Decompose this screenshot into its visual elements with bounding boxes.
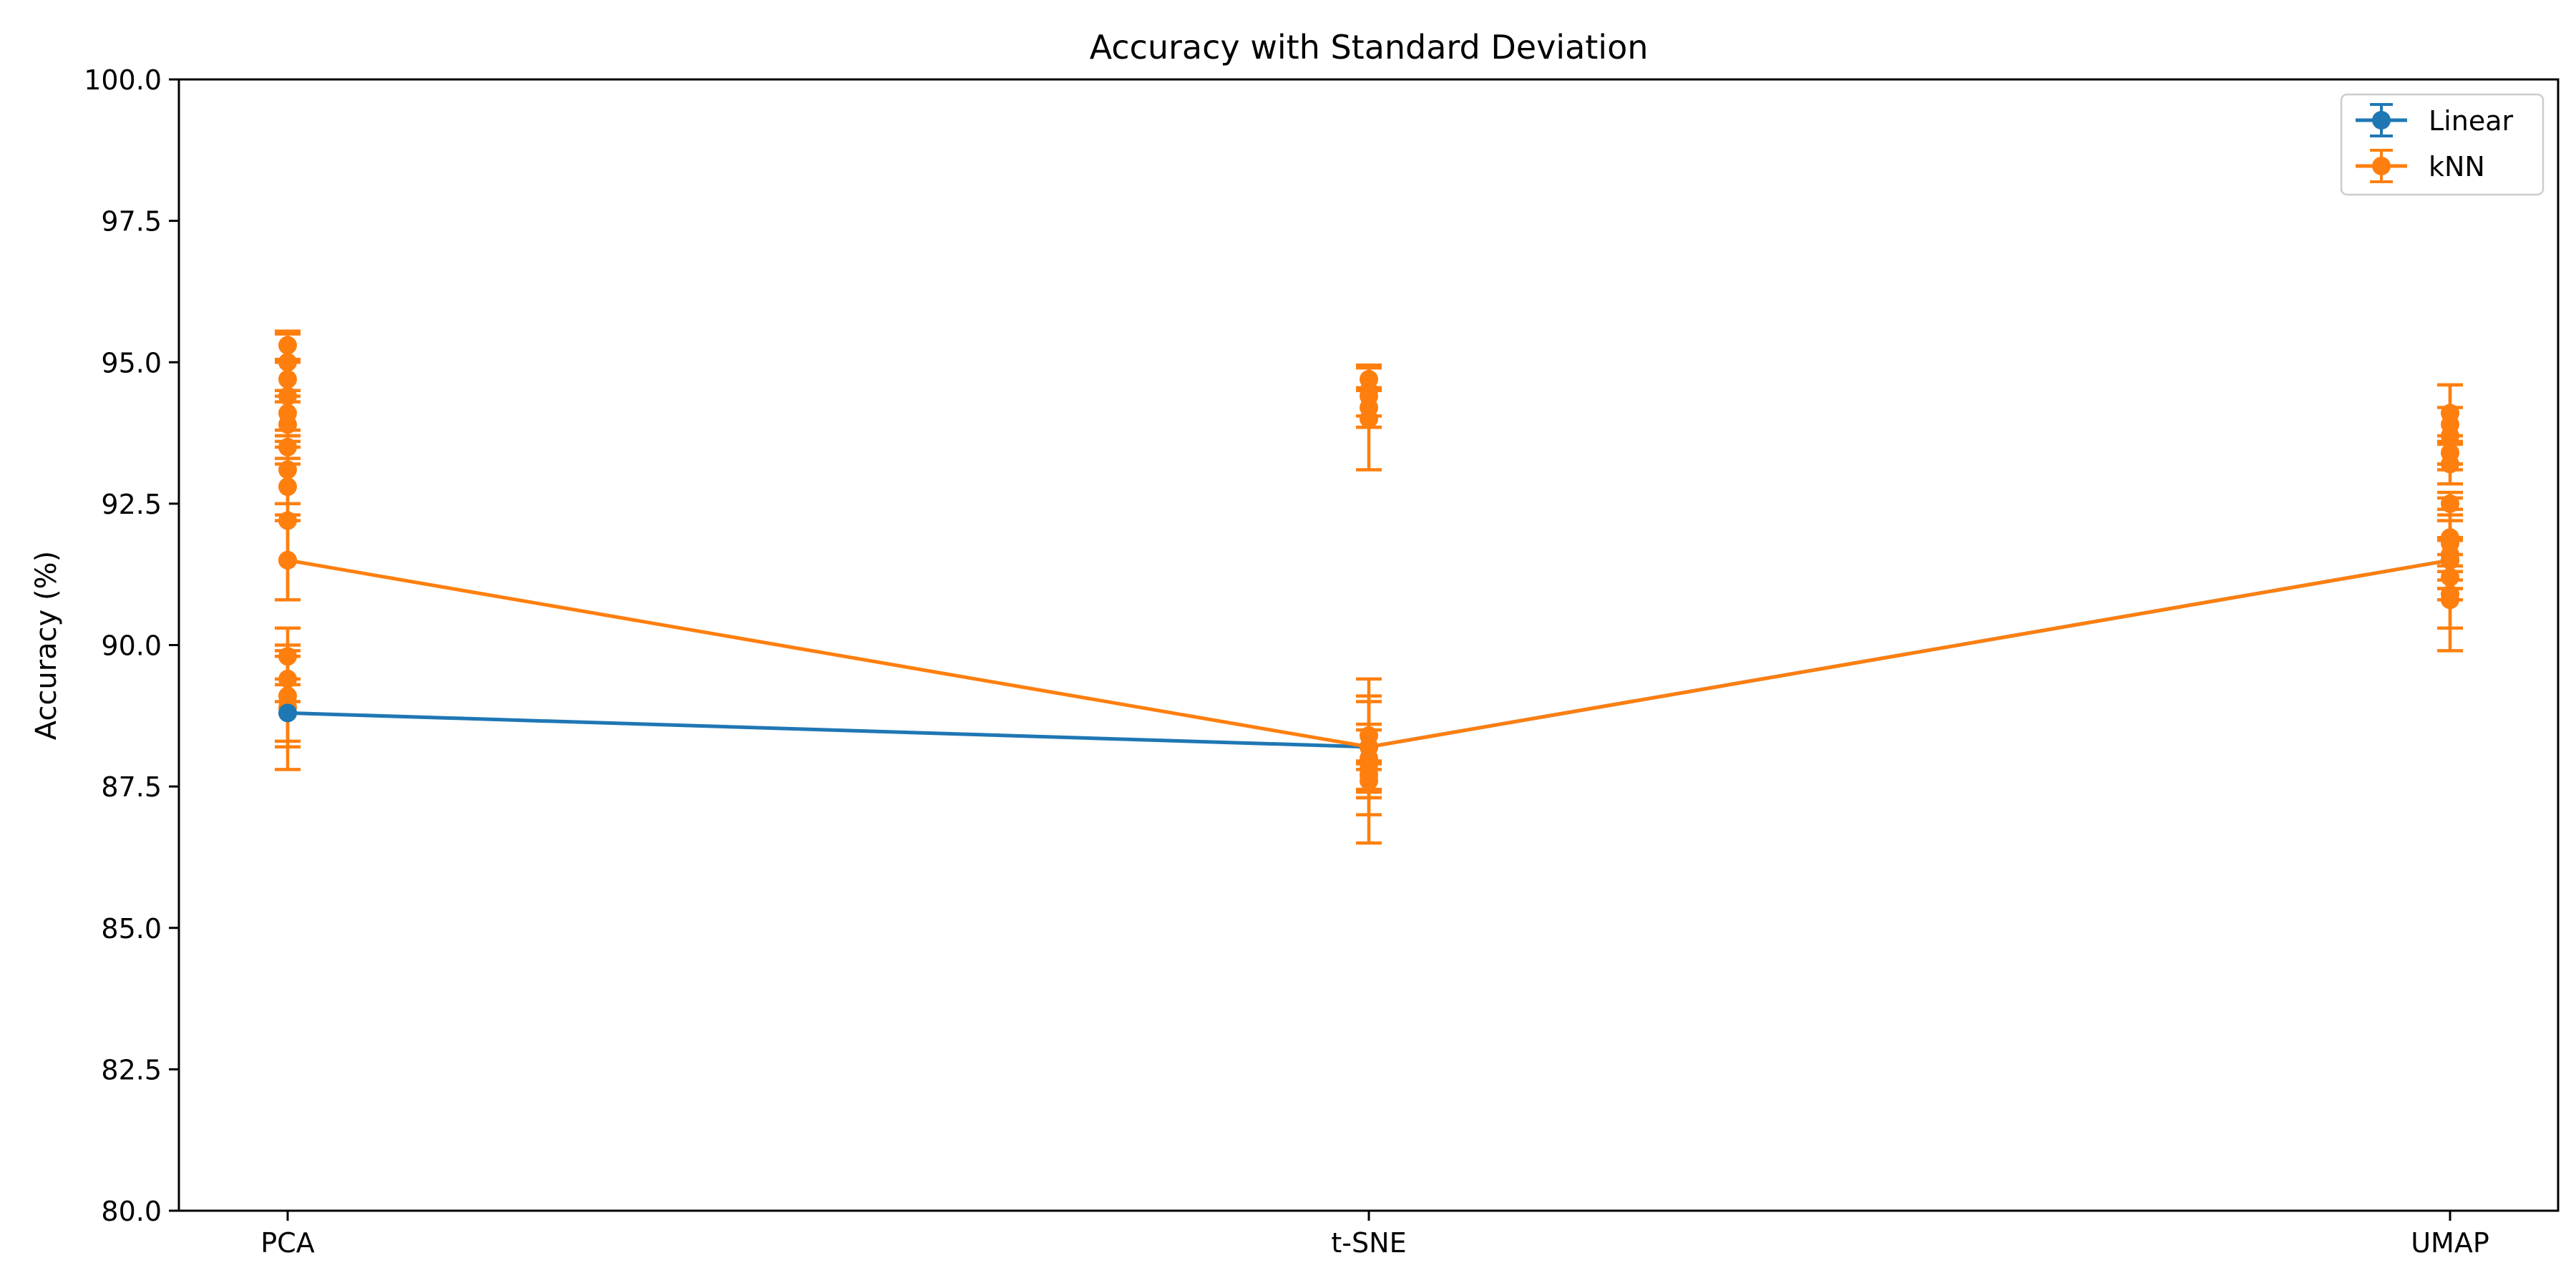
legend-marker [2372, 111, 2391, 130]
y-axis-label: Accuracy (%) [30, 551, 63, 741]
legend-label: Linear [2429, 105, 2513, 137]
y-tick-label: 82.5 [101, 1054, 162, 1085]
y-tick-label: 90.0 [101, 630, 162, 662]
y-tick-label: 87.5 [101, 771, 162, 803]
y-tick-label: 100.0 [84, 64, 162, 96]
y-tick-label: 97.5 [101, 206, 162, 238]
y-tick-label: 85.0 [101, 913, 162, 945]
legend-marker [2372, 157, 2391, 175]
y-tick-label: 95.0 [101, 347, 162, 379]
x-tick-label: PCA [260, 1227, 314, 1259]
x-axis-ticks: PCA t-SNE UMAP [260, 1211, 2489, 1259]
data-point [2441, 590, 2459, 610]
series-point [278, 703, 297, 723]
data-point [1360, 771, 1378, 791]
x-tick-label: UMAP [2411, 1227, 2489, 1259]
data-point [2441, 454, 2459, 474]
series-point [1360, 737, 1378, 756]
chart-title: Accuracy with Standard Deviation [1090, 28, 1649, 67]
plot-area [275, 329, 2463, 845]
data-point [1360, 409, 1378, 429]
y-tick-label: 80.0 [101, 1196, 162, 1227]
series-knn [278, 550, 2459, 756]
x-tick-label: t-SNE [1331, 1227, 1406, 1259]
legend: Linear kNN [2340, 93, 2545, 196]
legend-label: kNN [2429, 151, 2485, 182]
y-axis-ticks: 80.0 82.5 85.0 87.5 90.0 92.5 95.0 97.5 100.0 [84, 64, 179, 1227]
plot-frame [177, 78, 2560, 1212]
series-point [2441, 550, 2459, 570]
series-point [278, 550, 297, 570]
y-tick-label: 92.5 [101, 489, 162, 520]
